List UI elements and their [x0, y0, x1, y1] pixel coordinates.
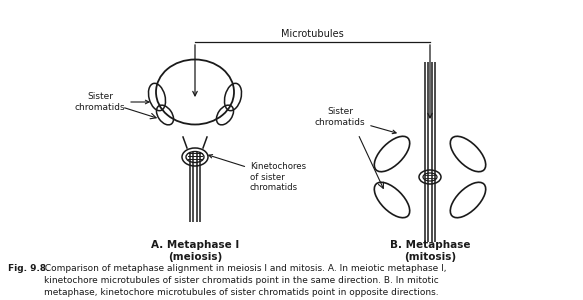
- Text: Comparison of metaphase alignment in meiosis I and mitosis. A. In meiotic metaph: Comparison of metaphase alignment in mei…: [42, 264, 447, 273]
- Ellipse shape: [423, 173, 437, 181]
- Text: Sister
chromatids: Sister chromatids: [75, 92, 149, 112]
- Text: metaphase, kinetochore microtubules of sister chromatids point in opposite direc: metaphase, kinetochore microtubules of s…: [44, 288, 438, 297]
- Text: Sister
chromatids: Sister chromatids: [315, 107, 396, 134]
- Text: Fig. 9.8.: Fig. 9.8.: [8, 264, 50, 273]
- Text: A. Metaphase I
(meiosis): A. Metaphase I (meiosis): [151, 240, 239, 262]
- Text: kinetochore microtubules of sister chromatids point in the same direction. B. In: kinetochore microtubules of sister chrom…: [44, 276, 439, 285]
- Text: Kinetochores
of sister
chromatids: Kinetochores of sister chromatids: [209, 154, 306, 192]
- Text: Microtubules: Microtubules: [281, 29, 344, 39]
- Ellipse shape: [186, 152, 204, 163]
- Text: B. Metaphase
(mitosis): B. Metaphase (mitosis): [390, 240, 470, 262]
